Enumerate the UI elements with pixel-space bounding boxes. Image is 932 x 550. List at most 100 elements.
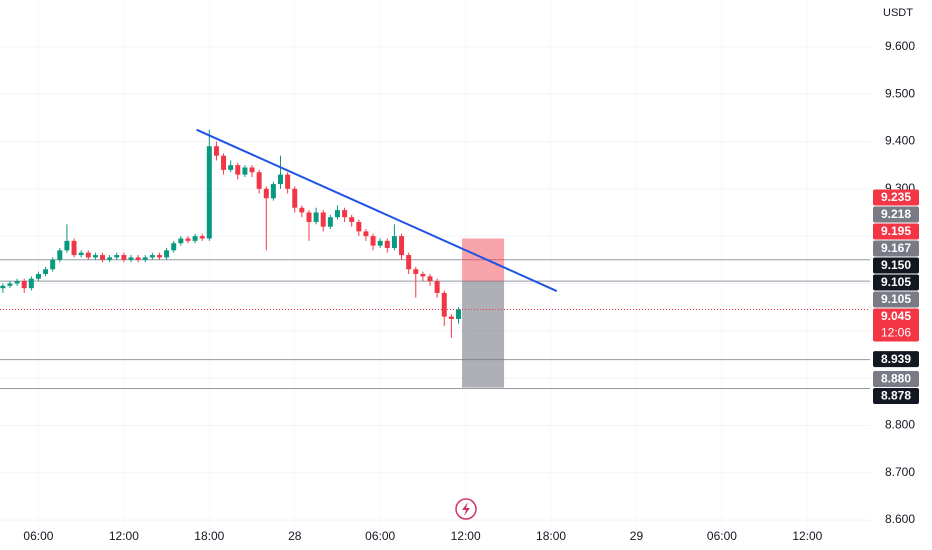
candle-body — [206, 146, 212, 239]
candle-body — [213, 146, 219, 156]
candle-body — [164, 250, 170, 258]
price-label: 9.167 — [881, 241, 911, 255]
candle-body — [441, 292, 447, 317]
grid — [0, 46, 870, 521]
price-label-box — [873, 371, 919, 388]
price-label-box — [873, 308, 919, 342]
candle-body — [299, 207, 305, 213]
price-label-box — [873, 274, 919, 291]
candle-body — [327, 217, 333, 227]
candle-body — [263, 188, 269, 199]
candle-body — [199, 236, 205, 239]
candle-body — [356, 221, 362, 232]
y-tick-label: 9.600 — [885, 39, 915, 53]
trend-line — [196, 128, 558, 292]
candle-body — [135, 257, 141, 260]
candle-body — [149, 255, 155, 258]
price-label-box — [873, 257, 919, 274]
x-tick-label: 06:00 — [23, 529, 53, 543]
candle-body — [256, 172, 262, 189]
price-label: 9.045 — [881, 309, 911, 323]
candle-body — [399, 236, 405, 256]
candle-body — [342, 210, 348, 218]
candle-body — [57, 250, 63, 260]
candle-body — [64, 240, 70, 251]
candle-body — [14, 281, 20, 284]
price-label: 8.878 — [881, 389, 911, 403]
candle-body — [320, 212, 326, 227]
candle-body — [420, 273, 426, 277]
position-target-zone — [462, 281, 505, 388]
x-tick-label: 06:00 — [365, 529, 395, 543]
candle-body — [7, 283, 13, 286]
price-label: 9.218 — [881, 207, 911, 221]
y-tick-label: 9.400 — [885, 134, 915, 148]
price-label: 8.939 — [881, 352, 911, 366]
price-label: 9.195 — [881, 224, 911, 238]
candle-body — [448, 316, 454, 319]
candle-body — [363, 231, 369, 237]
candle-body — [235, 165, 241, 175]
candle-body — [377, 240, 383, 246]
candle-body — [107, 257, 113, 260]
candle-body — [50, 259, 56, 270]
candle-body — [278, 174, 283, 185]
candle-body — [171, 243, 177, 251]
y-tick-label: 8.800 — [885, 418, 915, 432]
currency-label: USDT — [883, 7, 913, 19]
candle-body — [391, 236, 397, 248]
candle-body — [156, 255, 162, 258]
price-label: 9.150 — [881, 258, 911, 272]
candle-body — [334, 210, 340, 218]
candle-body — [285, 174, 291, 189]
candle-body — [185, 238, 191, 241]
lightning-icon[interactable] — [455, 498, 477, 520]
candle-body — [313, 212, 319, 222]
price-label: 8.880 — [881, 372, 911, 386]
x-tick-label: 29 — [630, 529, 644, 543]
candle-body — [221, 155, 227, 170]
x-tick-label: 18:00 — [536, 529, 566, 543]
y-tick-label: 8.700 — [885, 465, 915, 479]
candle-body — [413, 269, 419, 274]
candle-body — [21, 281, 27, 289]
candle-body — [28, 278, 34, 289]
candle-body — [370, 236, 376, 246]
price-label-box — [873, 388, 919, 405]
candle-body — [349, 217, 355, 222]
position-stop-zone — [462, 238, 505, 282]
x-tick-label: 28 — [288, 529, 302, 543]
x-tick-label: 06:00 — [707, 529, 737, 543]
candle-body — [434, 281, 440, 293]
candle-body — [228, 165, 234, 170]
plot — [0, 128, 870, 390]
price-label-box — [873, 223, 919, 240]
candle-body — [456, 309, 461, 319]
x-tick-label: 12:00 — [451, 529, 481, 543]
price-label-box — [873, 291, 919, 308]
candle-body — [43, 269, 49, 274]
candle-body — [192, 236, 198, 241]
x-tick-label: 12:00 — [109, 529, 139, 543]
candle-body — [78, 252, 84, 256]
candle-body — [292, 188, 298, 208]
candle-body — [121, 255, 127, 260]
x-tick-label: 12:00 — [792, 529, 822, 543]
icon-bolt[interactable] — [462, 502, 470, 516]
axis: 9.6009.5009.4009.3009.2009.1009.0008.900… — [23, 39, 919, 543]
y-tick-label: 8.600 — [885, 512, 915, 526]
price-label-box — [873, 240, 919, 257]
candle-body — [306, 212, 312, 222]
price-countdown: 12:06 — [881, 326, 911, 340]
y-tick-label: 9.500 — [885, 86, 915, 100]
candle-body — [178, 238, 184, 244]
price-label-box — [873, 189, 919, 206]
candle-body — [406, 255, 412, 270]
candle-body — [142, 257, 148, 260]
candle-body — [427, 276, 433, 282]
candle-body — [0, 285, 6, 289]
candle-body — [100, 255, 106, 260]
x-tick-label: 18:00 — [194, 529, 224, 543]
candle-body — [270, 184, 276, 199]
